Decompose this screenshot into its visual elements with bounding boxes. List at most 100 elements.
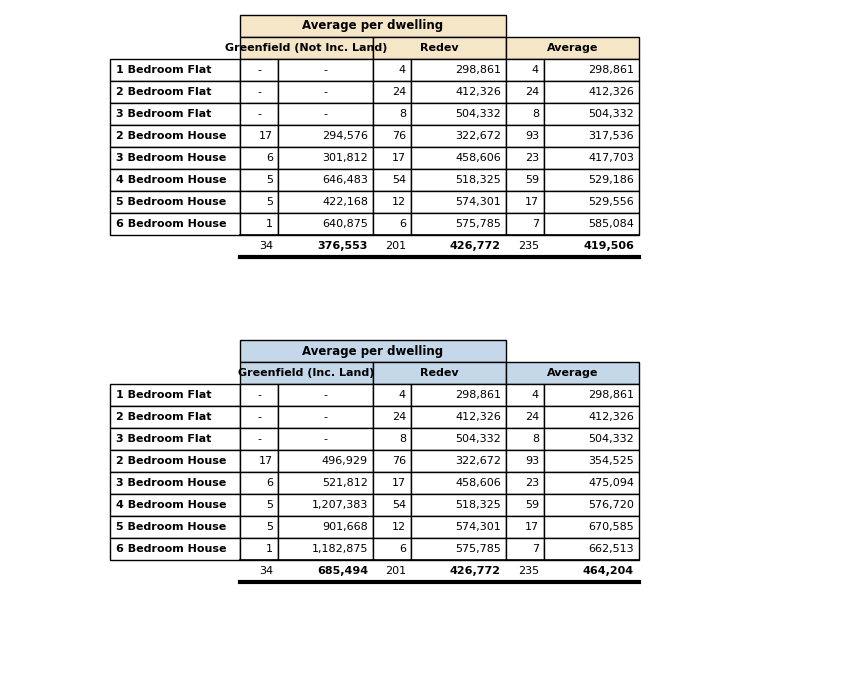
Text: 504,332: 504,332 xyxy=(455,434,501,444)
Text: 646,483: 646,483 xyxy=(322,175,368,185)
Bar xyxy=(240,384,278,406)
Text: 412,326: 412,326 xyxy=(455,412,501,422)
Text: 59: 59 xyxy=(525,500,539,510)
Text: 201: 201 xyxy=(385,566,406,576)
Bar xyxy=(373,59,411,81)
Text: 24: 24 xyxy=(392,87,406,97)
Bar xyxy=(373,362,506,384)
Text: 8: 8 xyxy=(532,109,539,119)
Text: 322,672: 322,672 xyxy=(455,456,501,466)
Bar xyxy=(240,538,278,560)
Bar xyxy=(544,406,639,428)
Bar xyxy=(278,472,373,494)
Bar xyxy=(240,15,506,37)
Bar xyxy=(110,428,240,450)
Bar xyxy=(544,147,639,169)
Text: 3 Bedroom Flat: 3 Bedroom Flat xyxy=(116,109,211,119)
Text: Average per dwelling: Average per dwelling xyxy=(302,19,443,32)
Bar xyxy=(240,191,278,213)
Text: 34: 34 xyxy=(259,241,273,251)
Bar xyxy=(240,169,278,191)
Bar xyxy=(240,494,278,516)
Text: 504,332: 504,332 xyxy=(455,109,501,119)
Text: 59: 59 xyxy=(525,175,539,185)
Bar xyxy=(506,37,639,59)
Text: 5: 5 xyxy=(266,522,273,532)
Bar xyxy=(240,147,278,169)
Bar xyxy=(373,103,411,125)
Bar xyxy=(544,59,639,81)
Bar xyxy=(373,125,411,147)
Text: 5: 5 xyxy=(266,175,273,185)
Text: 412,326: 412,326 xyxy=(455,87,501,97)
Text: 376,553: 376,553 xyxy=(318,241,368,251)
Bar xyxy=(544,213,639,235)
Text: 426,772: 426,772 xyxy=(450,566,501,576)
Text: 201: 201 xyxy=(385,241,406,251)
Text: -: - xyxy=(257,434,261,444)
Text: 412,326: 412,326 xyxy=(588,412,634,422)
Text: 1: 1 xyxy=(266,219,273,229)
Bar xyxy=(544,103,639,125)
Text: 17: 17 xyxy=(259,456,273,466)
Text: Average per dwelling: Average per dwelling xyxy=(302,344,443,358)
Text: 17: 17 xyxy=(525,197,539,207)
Bar xyxy=(544,516,639,538)
Bar xyxy=(506,406,544,428)
Text: 8: 8 xyxy=(532,434,539,444)
Text: -: - xyxy=(324,87,327,97)
Bar xyxy=(278,538,373,560)
Text: 354,525: 354,525 xyxy=(588,456,634,466)
Bar xyxy=(411,59,506,81)
Text: 5: 5 xyxy=(266,500,273,510)
Text: 422,168: 422,168 xyxy=(322,197,368,207)
Bar xyxy=(373,538,411,560)
Text: 419,506: 419,506 xyxy=(583,241,634,251)
Bar xyxy=(411,169,506,191)
Bar xyxy=(278,169,373,191)
Text: 93: 93 xyxy=(525,456,539,466)
Text: 529,556: 529,556 xyxy=(588,197,634,207)
Bar xyxy=(506,538,544,560)
Text: 412,326: 412,326 xyxy=(588,87,634,97)
Bar xyxy=(373,516,411,538)
Text: 1,182,875: 1,182,875 xyxy=(312,544,368,554)
Text: 7: 7 xyxy=(532,219,539,229)
Bar xyxy=(411,384,506,406)
Bar xyxy=(110,103,240,125)
Bar xyxy=(110,213,240,235)
Bar xyxy=(110,450,240,472)
Bar xyxy=(278,103,373,125)
Text: 24: 24 xyxy=(524,412,539,422)
Text: 6 Bedroom House: 6 Bedroom House xyxy=(116,544,226,554)
Text: 3 Bedroom House: 3 Bedroom House xyxy=(116,478,226,488)
Bar xyxy=(506,494,544,516)
Bar xyxy=(373,406,411,428)
Text: 76: 76 xyxy=(392,131,406,141)
Bar xyxy=(240,516,278,538)
Text: 4: 4 xyxy=(532,390,539,400)
Text: 2 Bedroom Flat: 2 Bedroom Flat xyxy=(116,412,212,422)
Text: 529,186: 529,186 xyxy=(588,175,634,185)
Bar xyxy=(506,428,544,450)
Text: 458,606: 458,606 xyxy=(455,153,501,163)
Bar xyxy=(240,81,278,103)
Bar xyxy=(544,169,639,191)
Text: 23: 23 xyxy=(525,153,539,163)
Text: 17: 17 xyxy=(525,522,539,532)
Text: 17: 17 xyxy=(392,153,406,163)
Text: -: - xyxy=(257,390,261,400)
Text: 4: 4 xyxy=(399,390,406,400)
Text: 3 Bedroom House: 3 Bedroom House xyxy=(116,153,226,163)
Text: 4: 4 xyxy=(532,65,539,75)
Text: 54: 54 xyxy=(392,500,406,510)
Text: -: - xyxy=(257,65,261,75)
Bar xyxy=(278,147,373,169)
Bar xyxy=(240,125,278,147)
Bar xyxy=(373,169,411,191)
Bar xyxy=(373,147,411,169)
Bar xyxy=(373,384,411,406)
Text: 17: 17 xyxy=(259,131,273,141)
Bar xyxy=(278,59,373,81)
Text: 4 Bedroom House: 4 Bedroom House xyxy=(116,500,226,510)
